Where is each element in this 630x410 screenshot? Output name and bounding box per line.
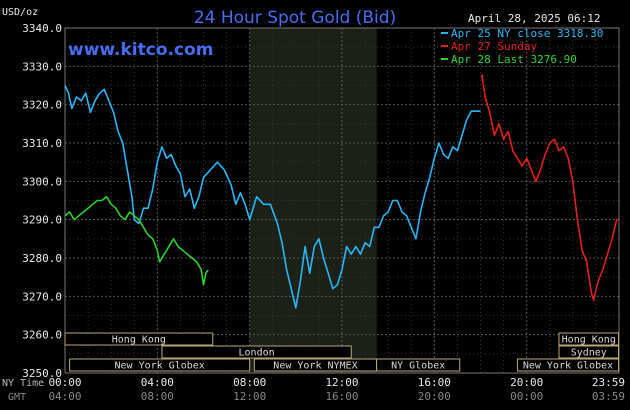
y-tick-label: 3320.0 — [22, 99, 62, 112]
session-label: Hong Kong — [562, 335, 616, 346]
x-tick-label-ny: 00:00 — [48, 376, 81, 389]
session-box — [64, 332, 214, 346]
session-box — [69, 358, 251, 372]
x-tick-label-gmt: 16:00 — [325, 390, 358, 403]
series-layer — [64, 73, 619, 309]
session-label: London — [239, 348, 275, 359]
session-box — [376, 358, 461, 372]
x-row-label-ny: NY Time — [2, 378, 44, 389]
x-tick-label-ny: 04:00 — [141, 376, 174, 389]
legend-entry: Apr 28 Last 3276.90 — [451, 53, 577, 66]
axis-layer: 3340.0 3330.0 3320.0 3310.0 3300.0 3290.0 3280… — [22, 22, 625, 403]
x-tick-label-gmt: 12:00 — [233, 390, 266, 403]
y-tick-label: 3330.0 — [22, 60, 62, 73]
session-box — [558, 332, 620, 346]
x-tick-label-gmt: 08:00 — [141, 390, 174, 403]
session-box — [161, 345, 352, 359]
series-line — [64, 195, 209, 286]
session-label: Hong Kong — [112, 335, 166, 346]
legend-entry: Apr 27 Sunday — [451, 40, 537, 53]
y-tick-label: 3300.0 — [22, 175, 62, 188]
x-tick-label-gmt: 03:59 — [592, 390, 625, 403]
session-label: New York Globex — [523, 361, 613, 372]
y-tick-label: 3290.0 — [22, 214, 62, 227]
chart-date: April 28, 2025 06:12 — [468, 12, 600, 25]
grid-layer — [64, 27, 620, 374]
x-row-label-gmt: GMT — [8, 392, 26, 403]
x-tick-label-gmt: 04:00 — [48, 390, 81, 403]
source-watermark[interactable]: www.kitco.com — [68, 40, 213, 60]
x-tick-label-ny: 12:00 — [325, 376, 358, 389]
y-tick-label: 3310.0 — [22, 137, 62, 150]
y-tick-label: 3280.0 — [22, 252, 62, 265]
x-tick-label-gmt: 20:00 — [418, 390, 451, 403]
y-tick-label: 3250.0 — [22, 367, 62, 380]
series-line — [480, 73, 619, 301]
plot-frame — [64, 27, 620, 374]
series-line — [64, 85, 481, 309]
legend-entry: Apr 25 NY close 3318.30 — [451, 27, 603, 40]
y-tick-label: 3340.0 — [22, 22, 62, 35]
session-layer: Hong Kong Hong Kong London Sydney New York G… — [64, 332, 620, 372]
x-tick-label-ny: 16:00 — [418, 376, 451, 389]
session-label: New York NYMEX — [273, 361, 357, 372]
x-tick-label-ny: 20:00 — [510, 376, 543, 389]
x-tick-label-ny: 08:00 — [233, 376, 266, 389]
session-box — [558, 345, 620, 359]
session-label: Sydney — [571, 348, 607, 359]
y-tick-label: 3260.0 — [22, 329, 62, 342]
session-label: NY Globex — [391, 361, 445, 372]
x-tick-label-ny: 23:59 — [592, 376, 625, 389]
y-axis-unit-label: USD/oz — [2, 7, 38, 18]
session-box — [516, 358, 620, 372]
y-tick-label: 3270.0 — [22, 290, 62, 303]
x-tick-label-gmt: 00:00 — [510, 390, 543, 403]
chart-title: 24 Hour Spot Gold (Bid) — [194, 8, 396, 28]
session-label: New York Globex — [114, 361, 204, 372]
